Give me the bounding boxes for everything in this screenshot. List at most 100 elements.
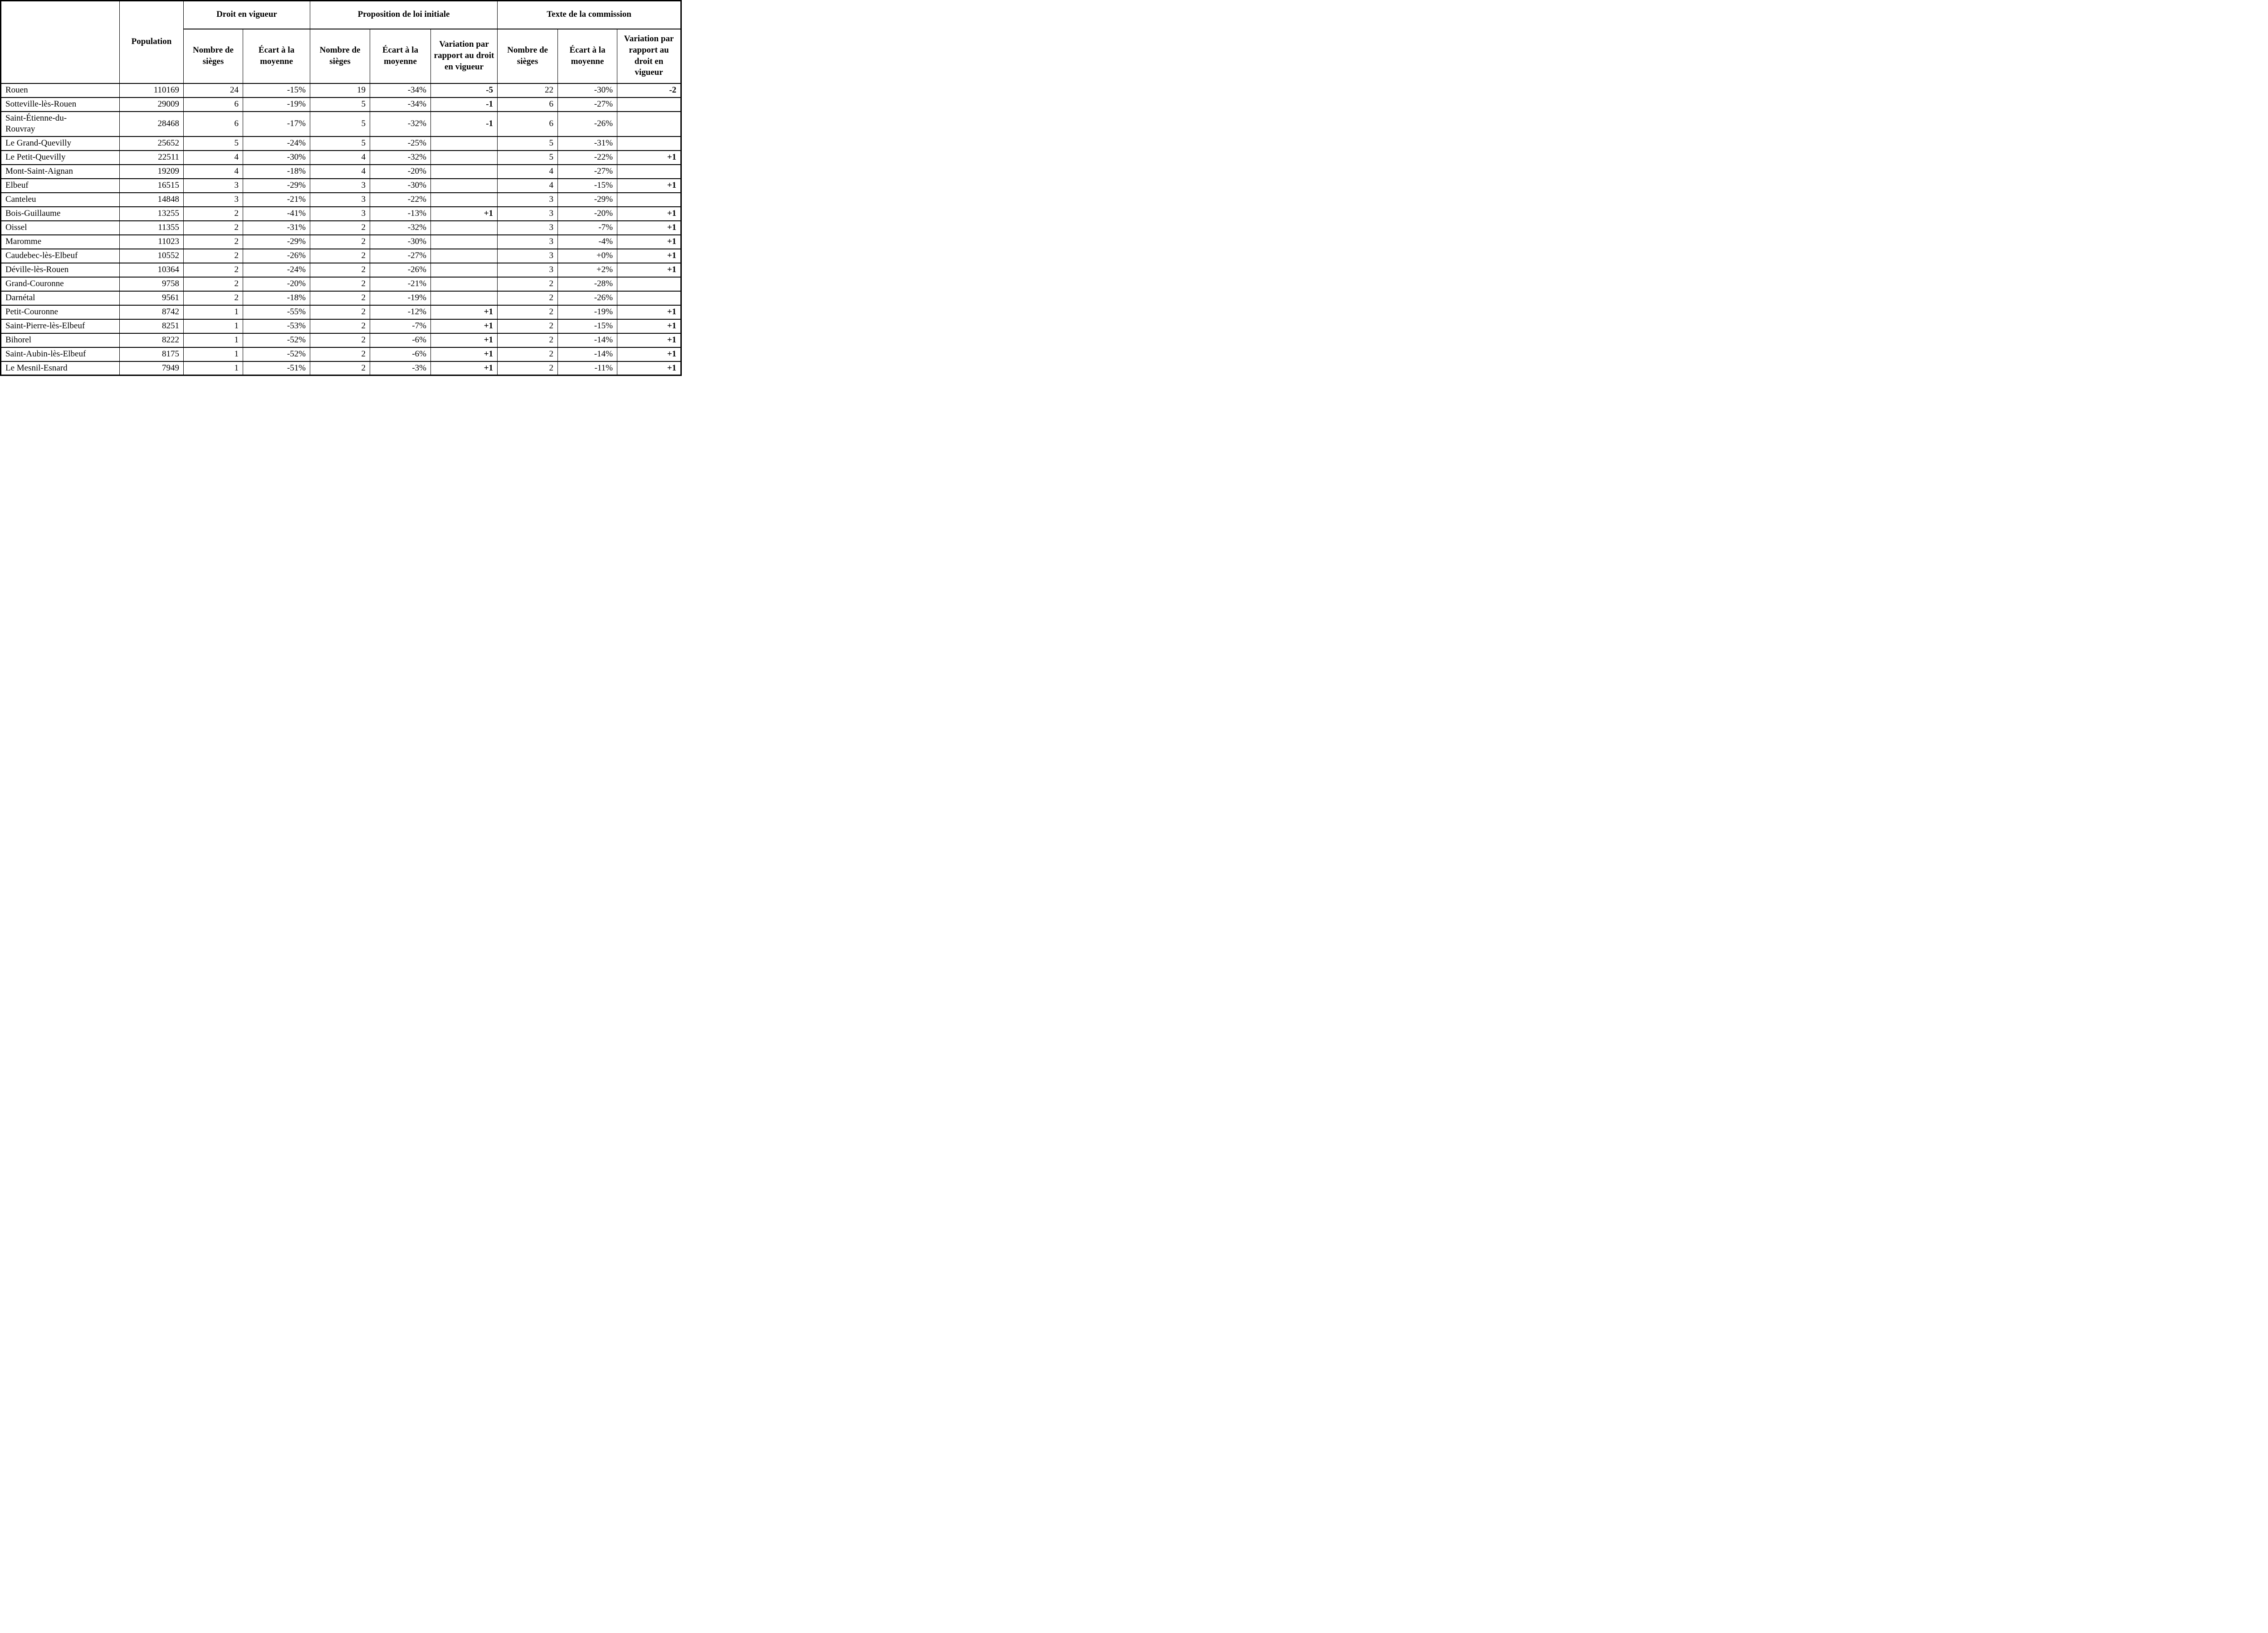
- cell-droit-sieges: 2: [183, 220, 243, 235]
- cell-comm-sieges: 3: [497, 262, 558, 278]
- cell-droit-sieges: 4: [183, 150, 243, 165]
- cell-droit-sieges: 2: [183, 276, 243, 292]
- cell-droit-sieges: 2: [183, 262, 243, 278]
- cell-comm-variation: +1: [617, 150, 682, 165]
- cell-comm-sieges: 3: [497, 220, 558, 235]
- cell-prop-ecart: -32%: [370, 220, 431, 235]
- commune-name-cell: Déville-lès-Rouen: [0, 262, 120, 278]
- table-row: Bihorel 8222 1 -52% 2 -6% +1 2 -14% +1: [0, 332, 682, 348]
- subheader-droit-nombre-sieges: Nombre de sièges: [183, 28, 243, 84]
- commune-name: Le Mesnil-Esnard: [5, 363, 68, 373]
- commune-name: Mont-Saint-Aignan: [5, 166, 73, 176]
- commune-name: Petit-Couronne: [5, 307, 59, 317]
- cell-comm-variation: -2: [617, 83, 682, 98]
- cell-prop-variation: [430, 248, 498, 263]
- cell-prop-variation: +1: [430, 361, 498, 376]
- table-row: Petit-Couronne 8742 1 -55% 2 -12% +1 2 -19% +1: [0, 304, 682, 320]
- cell-prop-ecart: -21%: [370, 276, 431, 292]
- commune-name: Elbeuf: [5, 180, 29, 190]
- subheader-droit-ecart-moyenne: Écart à la moyenne: [242, 28, 311, 84]
- cell-comm-variation: [617, 276, 682, 292]
- commune-name: Bihorel: [5, 335, 31, 345]
- cell-comm-ecart: -19%: [557, 304, 618, 320]
- cell-prop-sieges: 2: [310, 234, 371, 249]
- table-row: Sotteville-lès-Rouen 29009 6 -19% 5 -34% -1 6 -2…: [0, 97, 682, 112]
- cell-droit-ecart: -15%: [242, 83, 311, 98]
- cell-prop-variation: -1: [430, 111, 498, 137]
- subheader-comm-ecart-moyenne: Écart à la moyenne: [557, 28, 618, 84]
- commune-name-cell: Grand-Couronne: [0, 276, 120, 292]
- cell-comm-ecart: -20%: [557, 206, 618, 221]
- subheader-comm-variation: Variation par rapport au droit en vigueu…: [617, 28, 682, 84]
- cell-comm-variation: [617, 192, 682, 207]
- cell-comm-variation: +1: [617, 234, 682, 249]
- cell-prop-ecart: -32%: [370, 111, 431, 137]
- cell-comm-ecart: +2%: [557, 262, 618, 278]
- cell-comm-ecart: -27%: [557, 97, 618, 112]
- group-header-proposition-initiale: Proposition de loi initiale: [310, 0, 498, 29]
- cell-droit-sieges: 3: [183, 192, 243, 207]
- cell-population: 8222: [119, 332, 184, 348]
- commune-name-cell: Sotteville-lès-Rouen: [0, 97, 120, 112]
- table-row: Caudebec-lès-Elbeuf 10552 2 -26% 2 -27% 3 +0% +1: [0, 248, 682, 263]
- cell-comm-sieges: 22: [497, 83, 558, 98]
- cell-droit-sieges: 1: [183, 318, 243, 334]
- cell-prop-ecart: -7%: [370, 318, 431, 334]
- cell-droit-ecart: -31%: [242, 220, 311, 235]
- cell-comm-ecart: -30%: [557, 83, 618, 98]
- subheader-comm-nombre-sieges: Nombre de sièges: [497, 28, 558, 84]
- cell-prop-sieges: 2: [310, 220, 371, 235]
- commune-name-cell: Saint-Étienne-du-Rouvray: [0, 111, 120, 137]
- cell-droit-ecart: -17%: [242, 111, 311, 137]
- cell-prop-ecart: -32%: [370, 150, 431, 165]
- table-row: Le Grand-Quevilly 25652 5 -24% 5 -25% 5 -31%: [0, 136, 682, 151]
- table-row: Bois-Guillaume 13255 2 -41% 3 -13% +1 3 -20% +1: [0, 206, 682, 221]
- cell-comm-ecart: -14%: [557, 346, 618, 362]
- cell-droit-sieges: 1: [183, 304, 243, 320]
- cell-comm-variation: [617, 111, 682, 137]
- cell-population: 25652: [119, 136, 184, 151]
- cell-prop-sieges: 2: [310, 332, 371, 348]
- commune-name-cell: Maromme: [0, 234, 120, 249]
- cell-droit-ecart: -55%: [242, 304, 311, 320]
- cell-population: 10552: [119, 248, 184, 263]
- cell-comm-variation: +1: [617, 206, 682, 221]
- cell-comm-variation: [617, 164, 682, 179]
- cell-prop-sieges: 3: [310, 178, 371, 193]
- cell-comm-sieges: 2: [497, 290, 558, 306]
- cell-prop-variation: [430, 220, 498, 235]
- cell-comm-variation: +1: [617, 318, 682, 334]
- cell-comm-ecart: -14%: [557, 332, 618, 348]
- commune-name: Sotteville-lès-Rouen: [5, 99, 77, 109]
- cell-comm-variation: +1: [617, 220, 682, 235]
- cell-droit-sieges: 2: [183, 290, 243, 306]
- cell-droit-sieges: 5: [183, 136, 243, 151]
- cell-prop-sieges: 3: [310, 192, 371, 207]
- commune-name-cell: Saint-Aubin-lès-Elbeuf: [0, 346, 120, 362]
- cell-prop-ecart: -12%: [370, 304, 431, 320]
- table-row: Saint-Étienne-du-Rouvray 28468 6 -17% 5 -32% -…: [0, 111, 682, 137]
- commune-name-cell: Le Petit-Quevilly: [0, 150, 120, 165]
- cell-prop-ecart: -6%: [370, 332, 431, 348]
- table-row: Maromme 11023 2 -29% 2 -30% 3 -4% +1: [0, 234, 682, 249]
- cell-droit-ecart: -18%: [242, 164, 311, 179]
- cell-droit-ecart: -30%: [242, 150, 311, 165]
- cell-prop-sieges: 19: [310, 83, 371, 98]
- cell-population: 16515: [119, 178, 184, 193]
- cell-prop-sieges: 5: [310, 136, 371, 151]
- cell-comm-variation: [617, 290, 682, 306]
- cell-prop-variation: +1: [430, 318, 498, 334]
- cell-prop-ecart: -34%: [370, 97, 431, 112]
- commune-name-cell: Caudebec-lès-Elbeuf: [0, 248, 120, 263]
- cell-prop-sieges: 2: [310, 248, 371, 263]
- commune-name-cell: Saint-Pierre-lès-Elbeuf: [0, 318, 120, 334]
- cell-population: 8251: [119, 318, 184, 334]
- cell-prop-ecart: -26%: [370, 262, 431, 278]
- cell-prop-variation: [430, 234, 498, 249]
- cell-prop-sieges: 2: [310, 290, 371, 306]
- cell-comm-variation: [617, 136, 682, 151]
- cell-droit-ecart: -18%: [242, 290, 311, 306]
- cell-droit-sieges: 1: [183, 332, 243, 348]
- cell-droit-sieges: 2: [183, 234, 243, 249]
- cell-droit-sieges: 2: [183, 248, 243, 263]
